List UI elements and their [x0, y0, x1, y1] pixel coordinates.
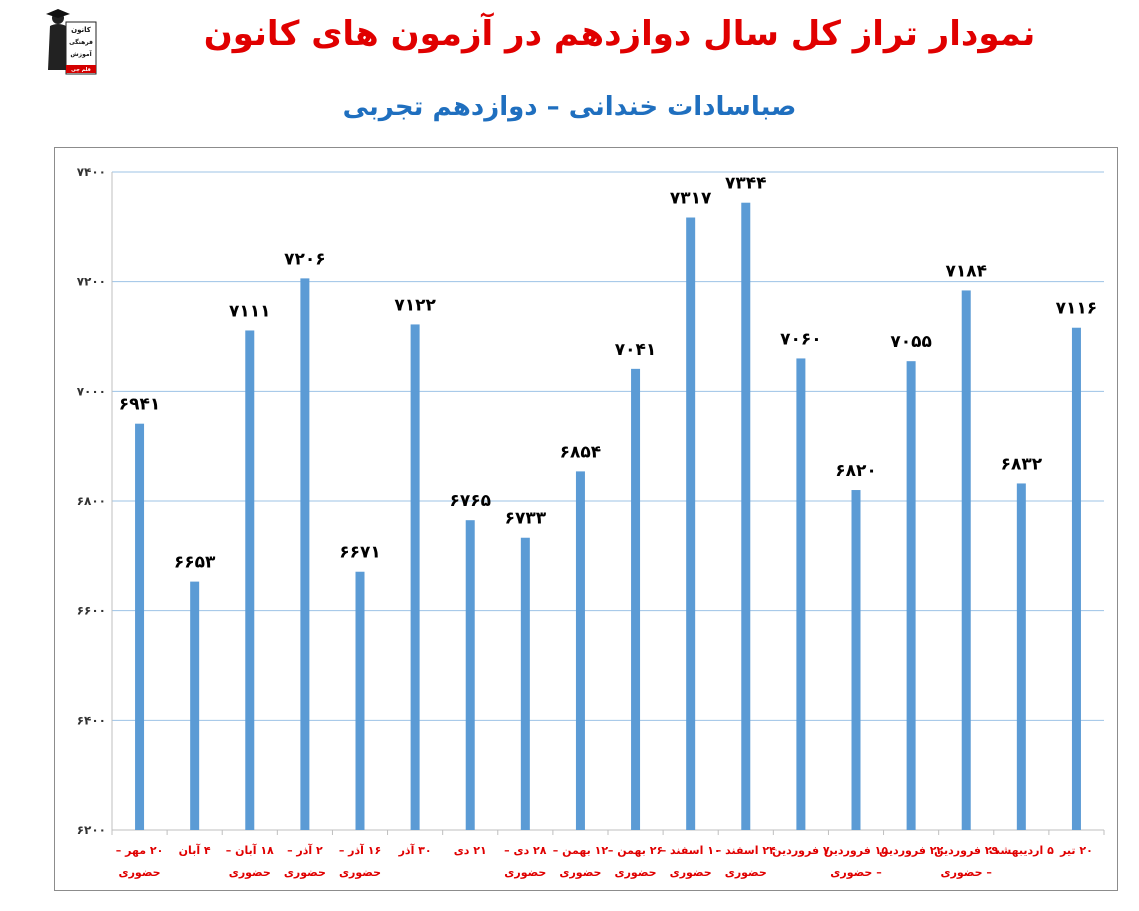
- svg-text:کانون: کانون: [71, 26, 92, 34]
- x-tick-label: حضوری: [504, 866, 546, 879]
- data-label: ۷۱۲۲: [394, 295, 436, 315]
- data-label: ۶۶۷۱: [339, 543, 381, 563]
- bar: [410, 324, 420, 830]
- x-tick-label: حضوری: [615, 866, 657, 879]
- x-tick-label: حضوری: [559, 866, 601, 879]
- data-label: ۷۳۱۷: [670, 189, 712, 209]
- data-label: ۷۰۶۰: [780, 329, 822, 349]
- x-tick-label: ۲۰ مهر –: [116, 844, 164, 857]
- kanoon-logo: کانون فرهنگی آموزش قلم چی: [44, 8, 100, 78]
- bar: [796, 358, 806, 830]
- data-label: ۷۱۱۱: [229, 301, 271, 321]
- data-label: ۶۷۶۵: [449, 491, 491, 511]
- x-tick-label: ۲۶ بهمن –: [608, 844, 663, 857]
- x-tick-label: ۱۵ فروردین: [824, 844, 888, 857]
- x-tick-label: حضوری: [284, 866, 326, 879]
- y-tick-label: ۶۴۰۰: [77, 713, 106, 727]
- bar: [245, 330, 255, 830]
- bar: [465, 520, 475, 830]
- x-tick-label: حضوری: [725, 866, 767, 879]
- data-label: ۶۸۳۲: [1001, 454, 1043, 474]
- x-tick-label: ۱۶ آذر –: [339, 843, 381, 857]
- x-tick-label: ۲۱ دی: [454, 844, 487, 857]
- data-label: ۷۱۸۴: [945, 261, 987, 281]
- x-tick-label: ۱۸ آبان –: [226, 843, 274, 857]
- x-tick-label: ۱۰ اسفند –: [661, 844, 721, 857]
- x-tick-label: ۴ آبان: [179, 843, 211, 857]
- x-tick-label: ۲۰ تیر: [1059, 844, 1093, 857]
- x-tick-label: ۱۲ بهمن –: [553, 844, 609, 857]
- bar: [686, 217, 696, 830]
- bar: [1071, 327, 1081, 830]
- y-tick-label: ۶۶۰۰: [77, 604, 106, 618]
- x-tick-label: ۲۲ فروردین: [879, 844, 943, 857]
- x-tick-label: ۳۰ آذر: [398, 843, 432, 857]
- x-tick-label: – حضوری: [830, 866, 881, 879]
- data-label: ۶۷۳۳: [505, 509, 547, 529]
- x-tick-label: حضوری: [339, 866, 381, 879]
- data-label: ۷۱۱۶: [1056, 299, 1098, 319]
- x-tick-label: ۲۸ دی –: [504, 844, 547, 857]
- data-label: ۷۳۴۴: [725, 174, 767, 194]
- x-tick-label: ۲ آذر –: [287, 843, 323, 857]
- x-tick-label: – حضوری: [941, 866, 992, 879]
- bar: [1016, 483, 1026, 830]
- x-tick-label: ۲۹ فروردین: [934, 844, 998, 857]
- svg-text:فرهنگی: فرهنگی: [69, 38, 93, 46]
- x-tick-label: ۵ اردیبهشت: [989, 844, 1054, 857]
- x-tick-label: ۲۴ اسفند –: [716, 844, 776, 857]
- bar: [190, 581, 200, 830]
- bar-chart: ۶۲۰۰ ۶۴۰۰ ۶۶۰۰ ۶۸۰۰ ۷۰۰۰ ۷۲۰۰ ۷۴۰۰ ۶۹۴۱ ۲۰ مهر –…: [77, 165, 1105, 879]
- bar: [631, 368, 641, 830]
- y-tick-label: ۷۲۰۰: [77, 275, 106, 289]
- x-tick-label: حضوری: [119, 866, 161, 879]
- page-title: نمودار تراز کل سال دوازدهم در آزمون های …: [203, 14, 1036, 54]
- bar: [135, 423, 145, 830]
- y-tick-label: ۶۸۰۰: [77, 494, 106, 508]
- data-label: ۶۹۴۱: [119, 395, 161, 415]
- page-subtitle: صباسادات خندانی – دوازدهم تجربی: [342, 92, 797, 122]
- data-label: ۶۸۵۴: [560, 442, 602, 462]
- x-tick-label: حضوری: [229, 866, 271, 879]
- y-tick-label: ۷۰۰۰: [77, 384, 106, 398]
- bar: [961, 290, 971, 830]
- data-label: ۷۰۴۱: [615, 340, 657, 360]
- bar: [520, 537, 530, 830]
- bar: [741, 202, 751, 830]
- data-label: ۶۸۲۰: [835, 461, 877, 481]
- x-tick-label: ۷ فروردین: [772, 844, 830, 857]
- y-tick-label: ۷۴۰۰: [77, 165, 106, 179]
- data-label: ۷۲۰۶: [284, 249, 326, 269]
- svg-text:قلم چی: قلم چی: [71, 67, 91, 73]
- data-label: ۶۶۵۳: [174, 553, 216, 573]
- svg-text:آموزش: آموزش: [70, 49, 92, 58]
- bar: [575, 471, 585, 830]
- bar: [851, 490, 861, 830]
- bar: [906, 361, 916, 830]
- bar: [355, 571, 365, 830]
- y-tick-label: ۶۲۰۰: [77, 823, 106, 837]
- data-label: ۷۰۵۵: [890, 332, 932, 352]
- x-tick-label: حضوری: [670, 866, 712, 879]
- bar: [300, 278, 310, 830]
- chart-frame: [54, 147, 1118, 891]
